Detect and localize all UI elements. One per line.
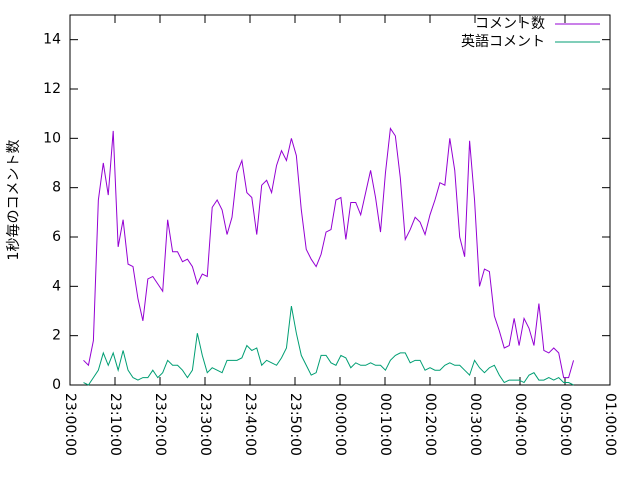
x-tick-label: 23:00:00: [62, 393, 78, 456]
y-tick-label: 4: [52, 278, 61, 294]
x-tick-label: 23:40:00: [242, 393, 258, 456]
y-tick-label: 10: [43, 130, 61, 146]
y-tick-label: 12: [43, 81, 61, 97]
y-axis-label: 1秒毎のコメント数: [6, 140, 22, 261]
x-tick-label: 00:40:00: [512, 393, 528, 456]
y-tick-label: 6: [52, 229, 61, 245]
x-tick-label: 01:00:00: [602, 393, 618, 456]
y-tick-label: 14: [43, 32, 61, 48]
x-tick-label: 23:30:00: [197, 393, 213, 456]
legend-label: コメント数: [475, 16, 545, 32]
x-tick-label: 00:30:00: [467, 393, 483, 456]
y-tick-label: 2: [52, 328, 61, 344]
y-tick-label: 0: [52, 377, 61, 393]
x-tick-label: 00:20:00: [422, 393, 438, 456]
y-tick-label: 8: [52, 180, 61, 196]
x-tick-label: 00:10:00: [377, 393, 393, 456]
x-tick-label: 23:20:00: [152, 393, 168, 456]
series-line: [83, 127, 575, 379]
series-line: [83, 305, 574, 386]
legend-label: 英語コメント: [461, 33, 545, 50]
x-tick-label: 23:10:00: [107, 393, 123, 456]
x-tick-label: 00:50:00: [557, 393, 573, 456]
x-tick-label: 23:50:00: [287, 393, 303, 456]
x-tick-label: 00:00:00: [332, 393, 348, 456]
